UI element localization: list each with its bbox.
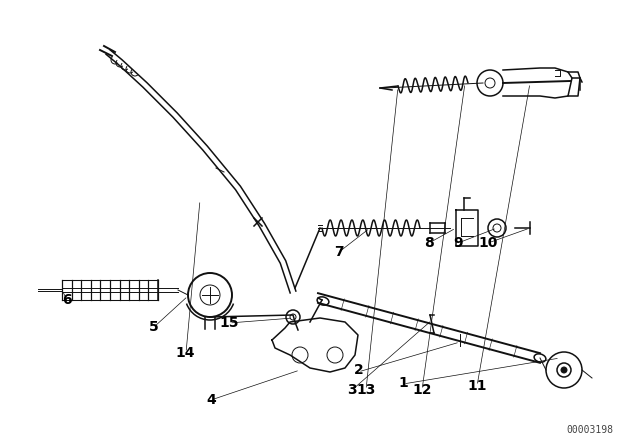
Text: 9: 9 [452,236,463,250]
Text: 5: 5 [148,320,159,334]
Text: 12: 12 [413,383,432,397]
Text: 11: 11 [467,379,486,393]
Text: 14: 14 [176,346,195,360]
Text: 7: 7 [334,245,344,259]
Text: 8: 8 [424,236,434,250]
Text: 4: 4 [206,392,216,407]
Text: 13: 13 [356,383,376,397]
Text: 2: 2 [353,362,364,377]
Text: 3: 3 [347,383,357,397]
Text: 10: 10 [478,236,497,250]
Circle shape [561,367,567,373]
Text: 00003198: 00003198 [566,425,614,435]
Text: 15: 15 [220,316,239,331]
Text: 6: 6 [62,293,72,307]
Text: 1: 1 [398,376,408,390]
